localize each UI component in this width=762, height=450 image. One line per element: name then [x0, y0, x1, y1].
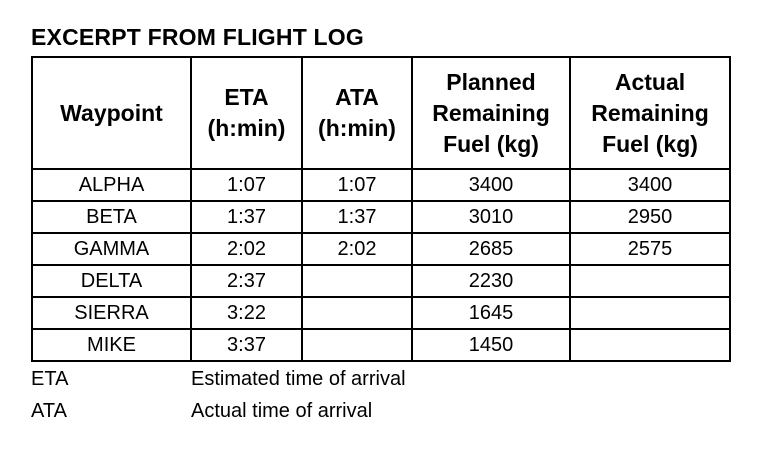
cell-planned-fuel: 3400	[411, 168, 571, 202]
table-row: BETA 1:37 1:37 3010 2950	[31, 200, 731, 234]
header-line: (h:min)	[318, 115, 396, 141]
header-line: ATA	[335, 84, 379, 110]
table-row: GAMMA 2:02 2:02 2685 2575	[31, 232, 731, 266]
cell-planned-fuel: 1645	[411, 296, 571, 330]
header-line: Waypoint	[60, 99, 163, 126]
table-row: DELTA 2:37 2230	[31, 264, 731, 298]
header-line: Actual	[614, 68, 686, 95]
header-actual-fuel: Actual Remaining Fuel (kg)	[569, 56, 731, 170]
cell-eta: 3:22	[190, 296, 303, 330]
cell-ata: 2:02	[301, 232, 413, 266]
cell-waypoint: SIERRA	[31, 296, 192, 330]
flight-log-table: Waypoint ETA (h:min) ATA (h:min) Planned…	[31, 56, 731, 362]
header-planned-fuel: Planned Remaining Fuel (kg)	[411, 56, 571, 170]
cell-waypoint: BETA	[31, 200, 192, 234]
legend-desc: Estimated time of arrival	[191, 368, 406, 390]
cell-actual-fuel	[569, 296, 731, 330]
cell-actual-fuel: 2575	[569, 232, 731, 266]
legend-desc: Actual time of arrival	[191, 400, 373, 422]
cell-eta: 2:37	[190, 264, 303, 298]
cell-actual-fuel: 2950	[569, 200, 731, 234]
cell-eta: 2:02	[190, 232, 303, 266]
header-line: Remaining	[432, 99, 550, 126]
header-line: Fuel (kg)	[602, 130, 698, 157]
cell-ata: 1:37	[301, 200, 413, 234]
cell-ata	[301, 328, 413, 362]
cell-planned-fuel: 2230	[411, 264, 571, 298]
cell-ata	[301, 264, 413, 298]
header-line: Fuel (kg)	[443, 130, 539, 157]
cell-eta: 3:37	[190, 328, 303, 362]
cell-ata: 1:07	[301, 168, 413, 202]
cell-planned-fuel: 2685	[411, 232, 571, 266]
legend-abbr: ETA	[31, 368, 69, 390]
cell-actual-fuel	[569, 264, 731, 298]
table-row: SIERRA 3:22 1645	[31, 296, 731, 330]
header-line: Planned	[446, 68, 536, 95]
header-line: Remaining	[591, 99, 709, 126]
cell-planned-fuel: 1450	[411, 328, 571, 362]
cell-ata	[301, 296, 413, 330]
header-line: (h:min)	[207, 115, 286, 141]
cell-waypoint: MIKE	[31, 328, 192, 362]
header-eta: ETA (h:min)	[190, 56, 303, 170]
header-waypoint: Waypoint	[31, 56, 192, 170]
cell-waypoint: ALPHA	[31, 168, 192, 202]
cell-waypoint: DELTA	[31, 264, 192, 298]
table-row: MIKE 3:37 1450	[31, 328, 731, 362]
cell-waypoint: GAMMA	[31, 232, 192, 266]
header-row: Waypoint ETA (h:min) ATA (h:min) Planned…	[31, 56, 731, 170]
header-ata: ATA (h:min)	[301, 56, 413, 170]
table-row: ALPHA 1:07 1:07 3400 3400	[31, 168, 731, 202]
cell-planned-fuel: 3010	[411, 200, 571, 234]
page-title: EXCERPT FROM FLIGHT LOG	[31, 24, 364, 50]
legend-abbr: ATA	[31, 400, 67, 422]
cell-eta: 1:37	[190, 200, 303, 234]
cell-actual-fuel	[569, 328, 731, 362]
cell-actual-fuel: 3400	[569, 168, 731, 202]
cell-eta: 1:07	[190, 168, 303, 202]
header-line: ETA	[224, 84, 269, 110]
